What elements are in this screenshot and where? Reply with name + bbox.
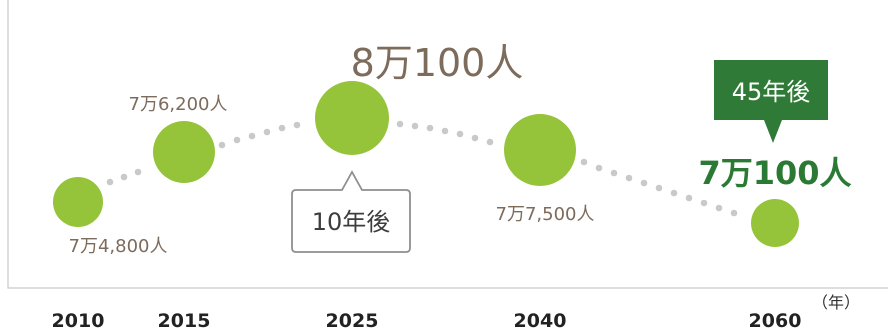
value-label-2015: 7万6,200人: [129, 94, 228, 115]
connector-dot: [700, 199, 708, 207]
x-tick-2015: 2015: [158, 310, 211, 332]
connector-dot: [426, 124, 434, 132]
connector-dot: [263, 128, 271, 136]
callout-45-years-text: 45年後: [732, 78, 811, 106]
connector-dot: [106, 178, 114, 186]
callout-45-years-box: [714, 60, 828, 143]
connector-dot: [218, 141, 226, 149]
callout-10-years-box: [291, 170, 411, 253]
connector-dot: [486, 138, 494, 146]
connector-dot: [610, 169, 618, 177]
callout-10-years-text: 10年後: [312, 208, 391, 236]
connector-dot: [685, 194, 693, 202]
value-label-2025: 8万100人: [351, 41, 524, 85]
bubble-2010: [53, 177, 103, 227]
connector-dot: [640, 179, 648, 187]
x-tick-2040: 2040: [514, 310, 567, 332]
x-unit-label: （年）: [812, 293, 860, 312]
connector-dot: [730, 209, 738, 217]
connector-dot: [471, 134, 479, 142]
connector-dot: [441, 127, 449, 135]
connector-dot: [120, 173, 128, 181]
connector-dot: [715, 204, 723, 212]
x-tick-2025: 2025: [326, 310, 379, 332]
connector-dot: [248, 132, 256, 140]
connector-dot: [293, 121, 301, 129]
bubble-2060: [751, 199, 799, 247]
x-tick-2060: 2060: [749, 310, 802, 332]
connector-dot: [580, 158, 588, 166]
connector-dot: [625, 174, 633, 182]
connector-dot: [411, 122, 419, 130]
connector-dot: [233, 136, 241, 144]
bubble-2025: [315, 81, 389, 155]
connector-dot: [595, 164, 603, 172]
connector-dot: [670, 189, 678, 197]
x-tick-2010: 2010: [52, 310, 105, 332]
value-label-2040: 7万7,500人: [496, 204, 595, 225]
connector-dot: [456, 130, 464, 138]
value-label-2010: 7万4,800人: [69, 236, 168, 257]
connector-dot: [396, 120, 404, 128]
connector-dot: [278, 124, 286, 132]
connector-dots: [106, 120, 738, 217]
connector-dot: [134, 168, 142, 176]
callout-45-years: 45年後: [714, 60, 828, 143]
bubble-2040: [504, 114, 576, 186]
chart-frame: [7, 0, 888, 289]
connector-dot: [655, 184, 663, 192]
value-label-2060: 7万100人: [698, 154, 851, 192]
bubble-2015: [153, 121, 215, 183]
callout-10-years: 10年後: [291, 170, 411, 253]
